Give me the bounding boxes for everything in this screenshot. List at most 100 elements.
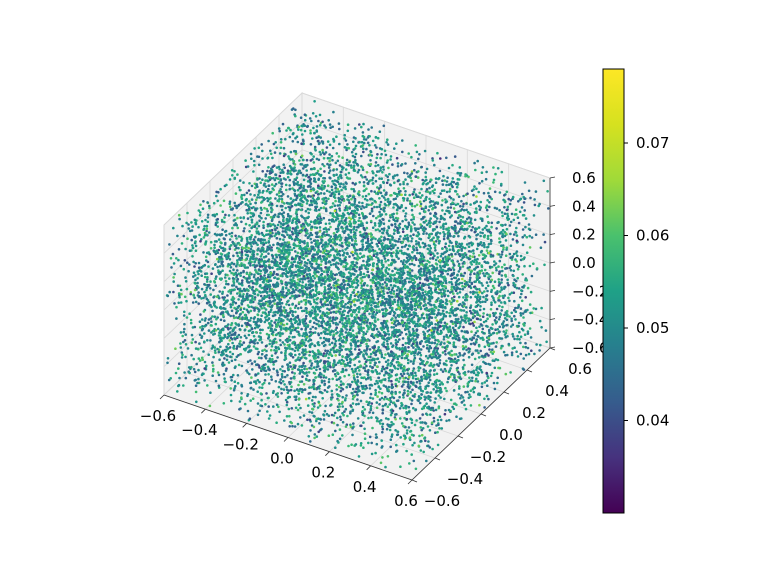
data-point bbox=[227, 342, 230, 346]
data-point bbox=[288, 226, 292, 229]
data-point bbox=[257, 224, 261, 228]
data-point bbox=[333, 204, 337, 207]
data-point bbox=[417, 170, 420, 173]
data-point bbox=[232, 254, 235, 258]
data-point bbox=[266, 245, 270, 249]
data-point bbox=[257, 237, 260, 241]
data-point bbox=[414, 144, 418, 147]
data-point bbox=[481, 228, 485, 231]
data-point bbox=[317, 135, 320, 139]
data-point bbox=[223, 296, 226, 299]
data-point bbox=[351, 250, 354, 254]
data-point bbox=[180, 292, 183, 296]
data-point bbox=[297, 125, 301, 129]
data-point bbox=[388, 214, 392, 217]
data-point bbox=[205, 286, 209, 290]
data-point bbox=[266, 225, 270, 228]
data-point bbox=[440, 203, 444, 207]
data-point bbox=[458, 325, 462, 328]
data-point bbox=[260, 241, 263, 245]
data-point bbox=[289, 197, 293, 200]
data-point bbox=[260, 352, 264, 356]
data-point bbox=[283, 166, 287, 170]
data-point bbox=[302, 257, 306, 260]
data-point bbox=[245, 202, 248, 206]
data-point bbox=[281, 332, 284, 335]
data-point bbox=[323, 124, 326, 127]
data-point bbox=[255, 227, 259, 230]
data-point bbox=[382, 189, 386, 192]
data-point bbox=[437, 195, 441, 198]
data-point bbox=[380, 259, 384, 263]
data-point bbox=[435, 225, 439, 229]
data-point bbox=[237, 304, 241, 308]
data-point bbox=[263, 197, 267, 201]
data-point bbox=[412, 196, 416, 199]
data-point bbox=[281, 168, 284, 172]
data-point bbox=[414, 193, 418, 196]
data-point bbox=[246, 292, 249, 296]
data-point bbox=[413, 205, 417, 208]
data-point bbox=[392, 198, 396, 201]
data-point bbox=[348, 160, 351, 164]
data-point bbox=[209, 247, 213, 250]
data-point bbox=[290, 108, 294, 111]
data-point bbox=[305, 293, 309, 296]
data-point bbox=[234, 326, 237, 329]
data-point bbox=[398, 237, 401, 241]
data-point bbox=[330, 218, 334, 222]
data-point bbox=[250, 198, 254, 201]
data-point bbox=[449, 234, 452, 238]
data-point bbox=[228, 277, 231, 280]
data-point bbox=[277, 212, 281, 216]
data-point bbox=[258, 290, 261, 294]
data-point bbox=[444, 255, 447, 259]
data-point bbox=[336, 180, 340, 184]
data-point bbox=[244, 253, 248, 257]
data-point bbox=[384, 204, 388, 207]
data-point bbox=[352, 278, 356, 282]
data-point bbox=[262, 224, 265, 227]
data-point bbox=[292, 246, 296, 250]
data-point bbox=[288, 135, 292, 139]
data-point bbox=[395, 192, 399, 196]
data-point bbox=[384, 153, 388, 157]
data-point bbox=[406, 291, 409, 295]
data-point bbox=[269, 308, 273, 312]
data-point bbox=[269, 152, 273, 156]
data-point bbox=[389, 200, 392, 204]
data-point bbox=[396, 194, 399, 198]
data-point bbox=[398, 249, 402, 253]
data-point bbox=[219, 252, 223, 255]
data-point bbox=[370, 126, 374, 129]
data-point bbox=[378, 147, 382, 150]
data-point bbox=[539, 246, 543, 249]
data-point bbox=[266, 319, 269, 322]
data-point bbox=[306, 180, 310, 183]
data-point bbox=[289, 206, 292, 209]
data-point bbox=[325, 270, 329, 274]
data-point bbox=[194, 240, 197, 243]
data-point bbox=[255, 270, 258, 273]
data-point bbox=[212, 201, 216, 205]
data-point bbox=[518, 330, 521, 334]
data-point bbox=[309, 131, 312, 135]
data-point bbox=[336, 159, 340, 163]
data-point bbox=[190, 353, 193, 357]
data-point bbox=[273, 261, 276, 265]
data-point bbox=[306, 241, 309, 245]
data-point bbox=[392, 218, 396, 221]
data-point bbox=[311, 112, 315, 115]
data-point bbox=[288, 245, 292, 249]
data-point bbox=[451, 163, 454, 167]
data-point bbox=[368, 153, 372, 156]
data-point bbox=[294, 108, 297, 112]
data-point bbox=[228, 339, 232, 342]
data-point bbox=[244, 222, 248, 226]
data-point bbox=[254, 241, 258, 245]
data-point bbox=[379, 185, 383, 189]
data-point bbox=[411, 245, 415, 249]
data-point bbox=[257, 356, 261, 360]
data-point bbox=[272, 367, 276, 371]
data-point bbox=[454, 189, 457, 193]
